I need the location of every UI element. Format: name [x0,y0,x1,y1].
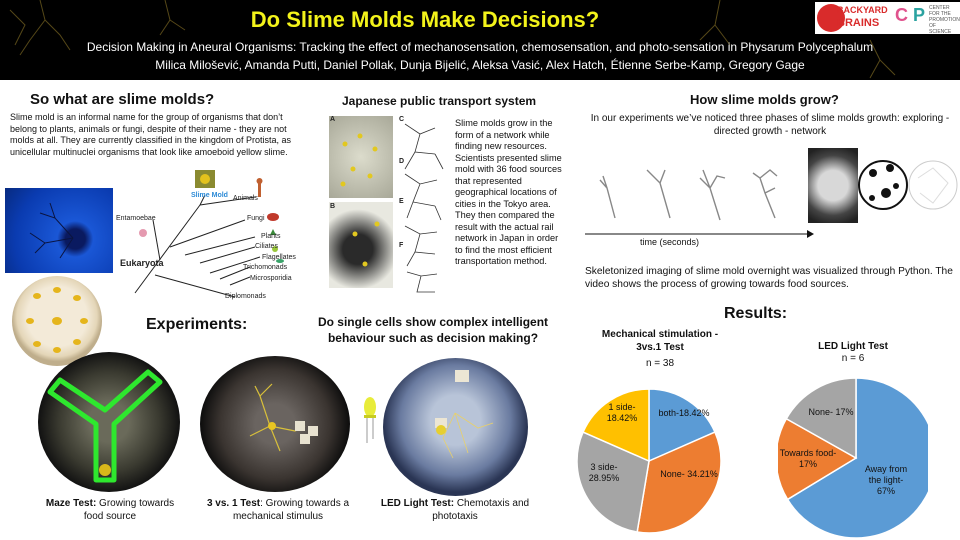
transport-text: Slime molds grow in the form of a networ… [455,118,562,266]
panel-label-f: F [399,242,404,249]
pie1-slice-3 [582,388,650,463]
maze-caption: Maze Test: Growing towards food source [45,498,175,522]
grow-text: In our experiments we’ve noticed three p… [590,113,950,137]
experiments-heading: Experiments: [146,316,248,333]
tree-label-animals: Animals [233,195,258,202]
poster-title: Do Slime Molds Make Decisions? [250,7,600,32]
panel-label-b: B [330,203,336,210]
pie2-label-0: Away from the light-67% [865,464,907,496]
tree-label-plants: Plants [261,233,281,240]
backyard-brains-logo: BACKYARD BRAINS [815,2,888,34]
phylogenetic-tree: Slime Mold Animals Entamoebae Fungi Plan… [115,165,315,305]
led-test-photo [383,358,528,496]
three-vs-one-caption: 3 vs. 1 Test: Growing towards a mechanic… [206,498,350,522]
pie1-slice-0 [648,388,716,463]
results-heading: Results: [724,305,788,322]
pie1-n: n = 38 [645,358,675,369]
what-text: Slime mold is an informal name for the g… [10,112,291,157]
skeleton-dish-2 [858,148,908,223]
pie1-label-3: 1 side-18.42% [607,402,638,423]
petri-dish-photo [12,276,102,366]
tree-label-slime-mold: Slime Mold [191,192,228,199]
pie1-label-0: both-18.42% [658,408,709,418]
skeleton-dish-1 [808,148,858,223]
pie1-label-1: None- 34.21% [660,469,718,479]
tree-label-microsporidia: Microsporidia [250,275,292,282]
grow-heading: How slime molds grow? [690,92,839,107]
pie1-label-2: 3 side-28.95% [589,462,620,483]
tree-label-diplomonads: Diplomonads [225,293,266,300]
transport-heading: Japanese public transport system [342,94,537,108]
maze-test-photo [38,352,180,492]
pie1-slice-1 [636,431,722,534]
tree-label-flagellates: Flagellates [262,254,296,261]
pie2-slice-0 [786,377,928,538]
skeleton-dish-3 [908,148,958,223]
three-vs-one-photo [200,356,350,492]
time-arrow [585,230,814,238]
pie2-n: n = 6 [841,353,865,364]
growth-sequence-images [585,148,805,226]
panel-label-a: A [330,116,336,123]
slime-mold-blue-photo [5,188,113,273]
time-axis-label: time (seconds) [640,237,700,247]
tree-label-entamoebae: Entamoebae [116,215,156,222]
led-bulb-icon [360,395,380,445]
experiments-question: Do single cells show complex intelligent… [317,315,549,345]
led-caption: LED Light Test: Chemotaxis and phototaxi… [380,498,530,522]
pie2-slice-1 [778,417,858,501]
tree-label-trichomonads: Trichomonads [243,264,288,271]
poster-subtitle: Decision Making in Aneural Organisms: Tr… [86,40,874,54]
panel-label-c: C [399,116,405,123]
branch-decoration [9,0,896,79]
tokyo-network-figure: A B C D E F [325,114,451,296]
what-heading: So what are slime molds? [30,91,215,108]
pie2-label-1: Towards food-17% [780,448,837,469]
panel-label-d: D [399,158,405,165]
panel-label-e: E [399,198,404,205]
pie2-title: LED Light Test [818,341,888,352]
pie1-slice-2 [576,431,650,533]
tree-label-eukaryota: Eukaryota [120,258,164,268]
author-list: Milica Milošević, Amanda Putti, Daniel P… [155,58,805,72]
grow-note: Skeletonized imaging of slime mold overn… [585,266,953,290]
pie-chart-3vs1: both-18.42% None- 34.21% 3 side-28.95% 1 si… [576,388,722,534]
pie1-title: Mechanical stimulation - 3vs.1 Test [601,329,719,353]
tree-label-fungi: Fungi [247,215,265,222]
pie2-label-2: None- 17% [808,407,853,417]
pie2-slice-2 [785,377,857,460]
pie-chart-led: Away from the light-67% Towards food-17% No… [778,377,928,538]
header-banner: Do Slime Molds Make Decisions? Decision … [0,0,960,80]
tree-label-ciliates: Ciliates [255,243,278,250]
